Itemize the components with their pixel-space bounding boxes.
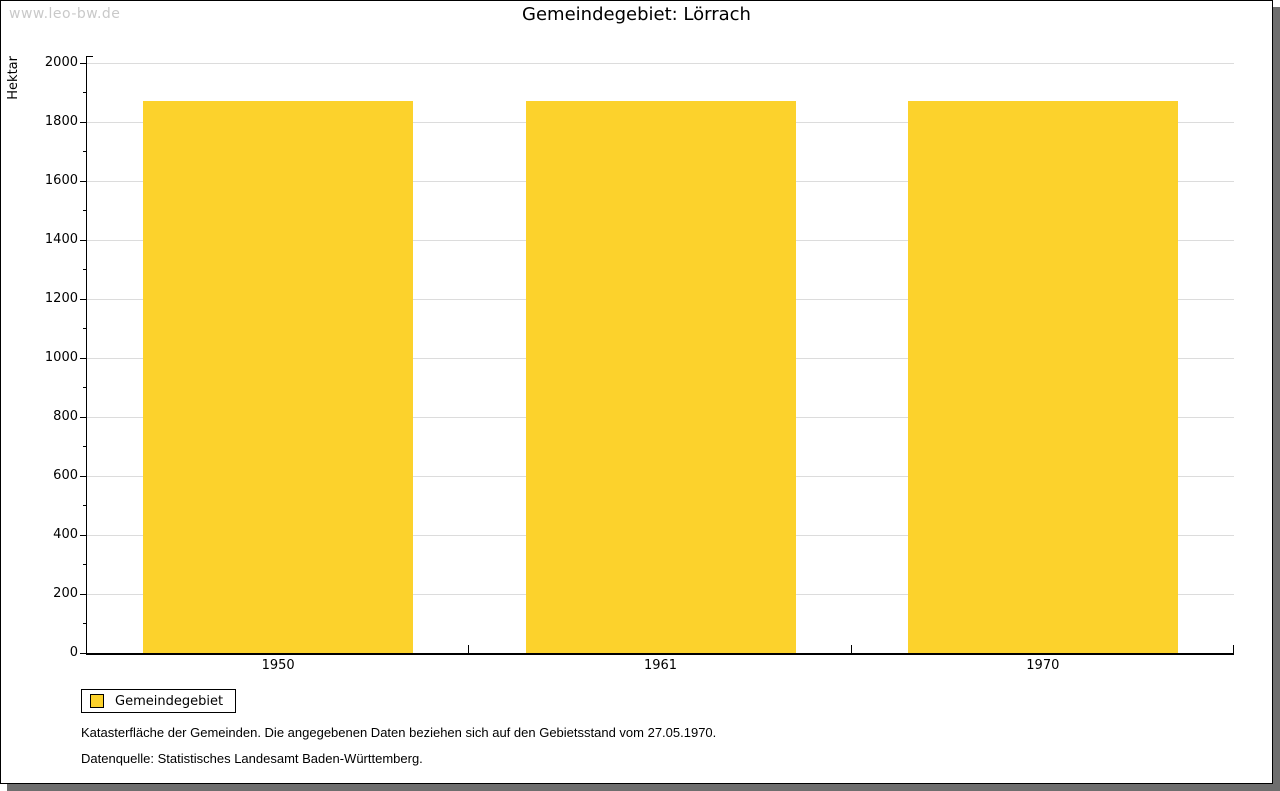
y-axis-tick-label: 800 xyxy=(53,409,78,424)
y-axis-minor-tick xyxy=(83,269,87,270)
x-axis-separator-tick xyxy=(1233,645,1234,653)
y-axis-top-extension xyxy=(86,56,87,63)
y-axis-label: Hektar xyxy=(6,56,21,100)
y-axis-major-tick xyxy=(80,298,87,300)
x-axis-tick-label: 1950 xyxy=(261,658,295,673)
footnote-data-source: Datenquelle: Statistisches Landesamt Bad… xyxy=(81,751,423,766)
y-axis-major-tick xyxy=(80,62,87,64)
y-axis-major-tick xyxy=(80,475,87,477)
y-axis-tick-label: 1000 xyxy=(44,350,78,365)
plot-area: 0 200 400 600 800 1000 1200 1400 1600 1800 2000 195… xyxy=(45,55,1234,673)
x-axis-separator-tick xyxy=(851,645,852,653)
y-axis-tick-label: 2000 xyxy=(44,55,78,70)
y-axis-tick-label: 1800 xyxy=(44,114,78,129)
x-axis-tick-label: 1970 xyxy=(1026,658,1060,673)
y-axis-major-tick xyxy=(80,534,87,536)
chart-title: Gemeindegebiet: Lörrach xyxy=(522,4,751,25)
y-axis-major-tick xyxy=(80,416,87,418)
bar xyxy=(143,101,414,653)
y-axis-tick-label: 1200 xyxy=(44,291,78,306)
y-axis-major-tick xyxy=(80,357,87,359)
x-axis-tick-label: 1961 xyxy=(643,658,678,673)
bar xyxy=(525,101,796,653)
y-axis-minor-tick xyxy=(83,210,87,211)
y-axis-major-tick xyxy=(80,180,87,182)
y-axis-minor-tick xyxy=(83,151,87,152)
footnote-source-note: Katasterfläche der Gemeinden. Die angege… xyxy=(81,725,717,740)
y-axis-minor-tick xyxy=(83,505,87,506)
y-axis-tick-label: 0 xyxy=(69,645,78,660)
y-axis-minor-tick xyxy=(83,387,87,388)
y-axis-major-tick xyxy=(80,239,87,241)
y-axis-tick-label: 400 xyxy=(53,527,78,542)
y-axis-minor-tick xyxy=(83,92,87,93)
legend-box: Gemeindegebiet xyxy=(81,689,237,713)
legend-label: Gemeindegebiet xyxy=(115,693,224,709)
y-axis-major-tick xyxy=(80,593,87,595)
x-axis-separator-tick xyxy=(468,645,469,653)
y-axis-top-cap xyxy=(87,56,93,57)
y-axis-major-tick xyxy=(80,121,87,123)
y-axis-minor-tick xyxy=(83,446,87,447)
y-axis-major-tick xyxy=(80,652,87,654)
gridline xyxy=(87,62,1234,64)
y-axis-minor-tick xyxy=(83,328,87,329)
bar xyxy=(907,101,1178,653)
y-axis-tick-label: 600 xyxy=(53,468,78,483)
y-axis-minor-tick xyxy=(83,564,87,565)
y-axis-tick-label: 1600 xyxy=(44,173,78,188)
y-axis-tick-label: 200 xyxy=(53,586,78,601)
y-axis-tick-label: 1400 xyxy=(44,232,78,247)
y-axis-minor-tick xyxy=(83,623,87,624)
legend-swatch-icon xyxy=(90,694,104,708)
watermark: www.leo-bw.de xyxy=(9,6,121,22)
